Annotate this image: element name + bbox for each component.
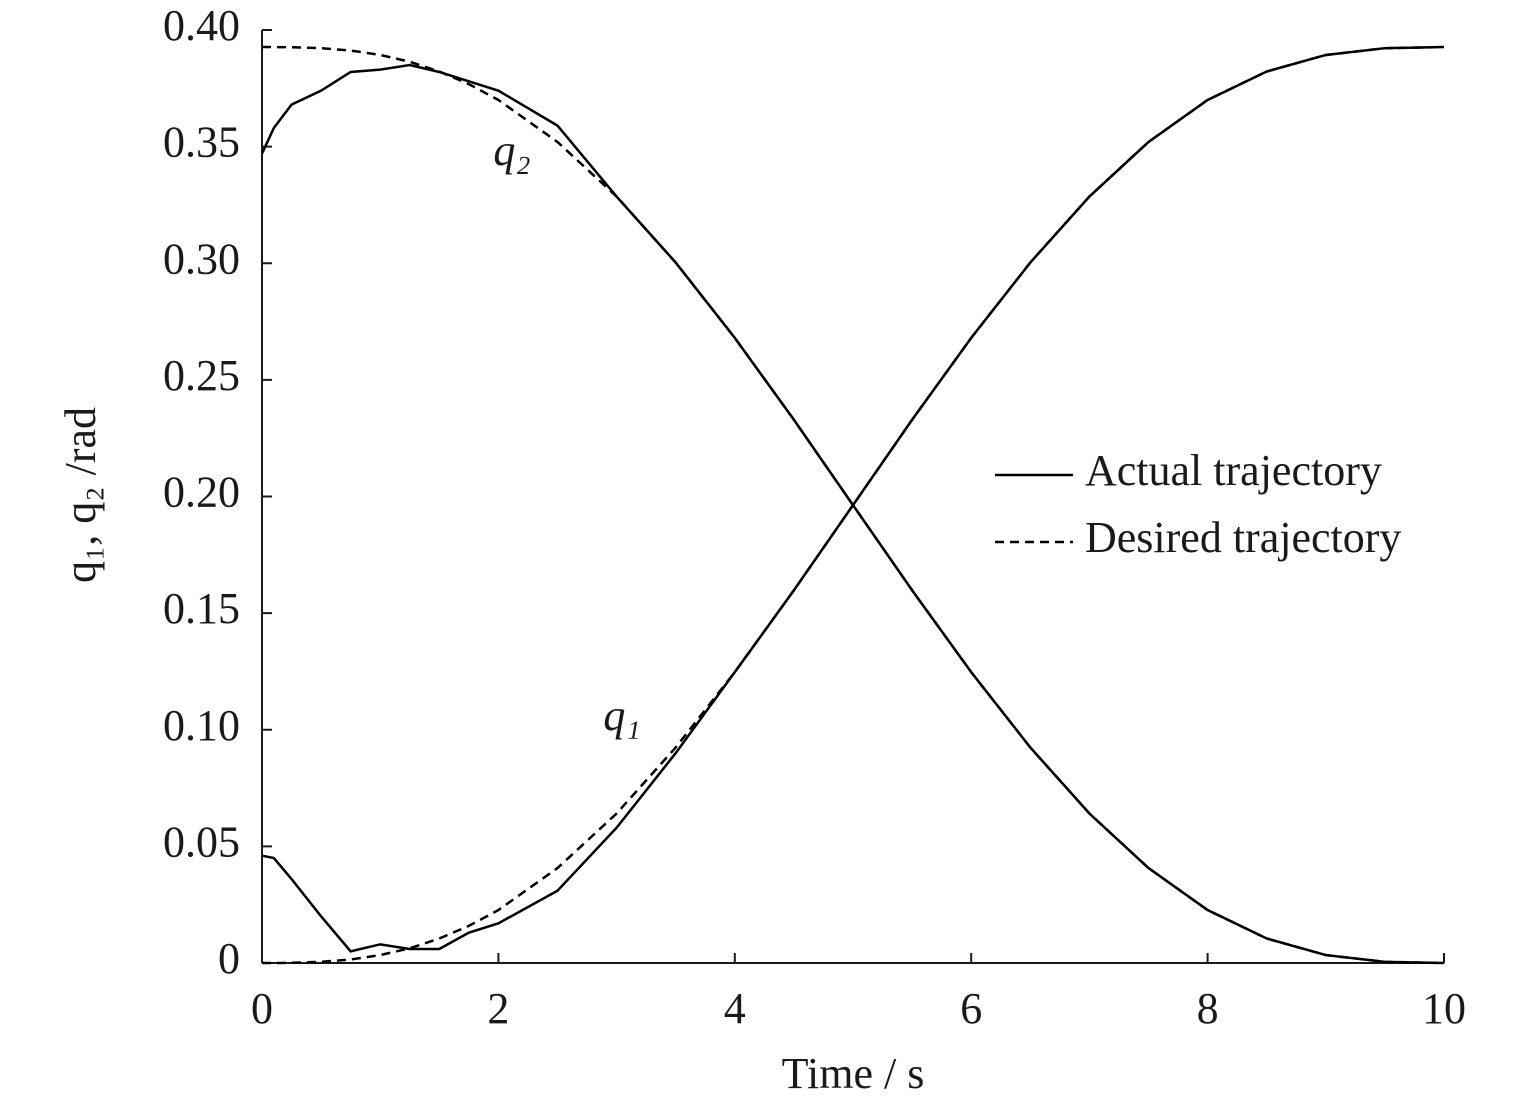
y-tick-label: 0.15	[163, 584, 240, 633]
x-tick-label: 8	[1197, 984, 1219, 1033]
x-tick-label: 10	[1422, 984, 1466, 1033]
y-tick-label: 0.20	[163, 468, 240, 517]
legend-label: Desired trajectory	[1085, 513, 1401, 562]
line	[261, 45, 1445, 953]
y-tick-label: 0.30	[163, 234, 240, 283]
y-axis-label: q₁, q₂ /rad	[56, 407, 105, 583]
y-tick-label: 0.25	[163, 351, 240, 400]
x-tick-label: 4	[724, 984, 746, 1033]
x-tick-label: 0	[251, 984, 273, 1033]
x-axis-label: Time / s	[782, 1049, 925, 1098]
x-tick-label: 2	[487, 984, 509, 1033]
legend-label: Actual trajectory	[1085, 446, 1382, 495]
curve-label: q₁	[603, 691, 640, 740]
y-tick-label: 0.40	[163, 1, 240, 50]
curve-label: q₂	[493, 126, 530, 175]
x-tick-label: 6	[960, 984, 982, 1033]
line	[262, 45, 1445, 965]
line	[262, 45, 1445, 965]
y-tick-label: 0.10	[163, 701, 240, 750]
y-tick-label: 0.05	[163, 817, 240, 866]
y-tick-label: 0.35	[163, 118, 240, 167]
y-tick-label: 0	[218, 934, 240, 983]
line	[260, 63, 1445, 965]
